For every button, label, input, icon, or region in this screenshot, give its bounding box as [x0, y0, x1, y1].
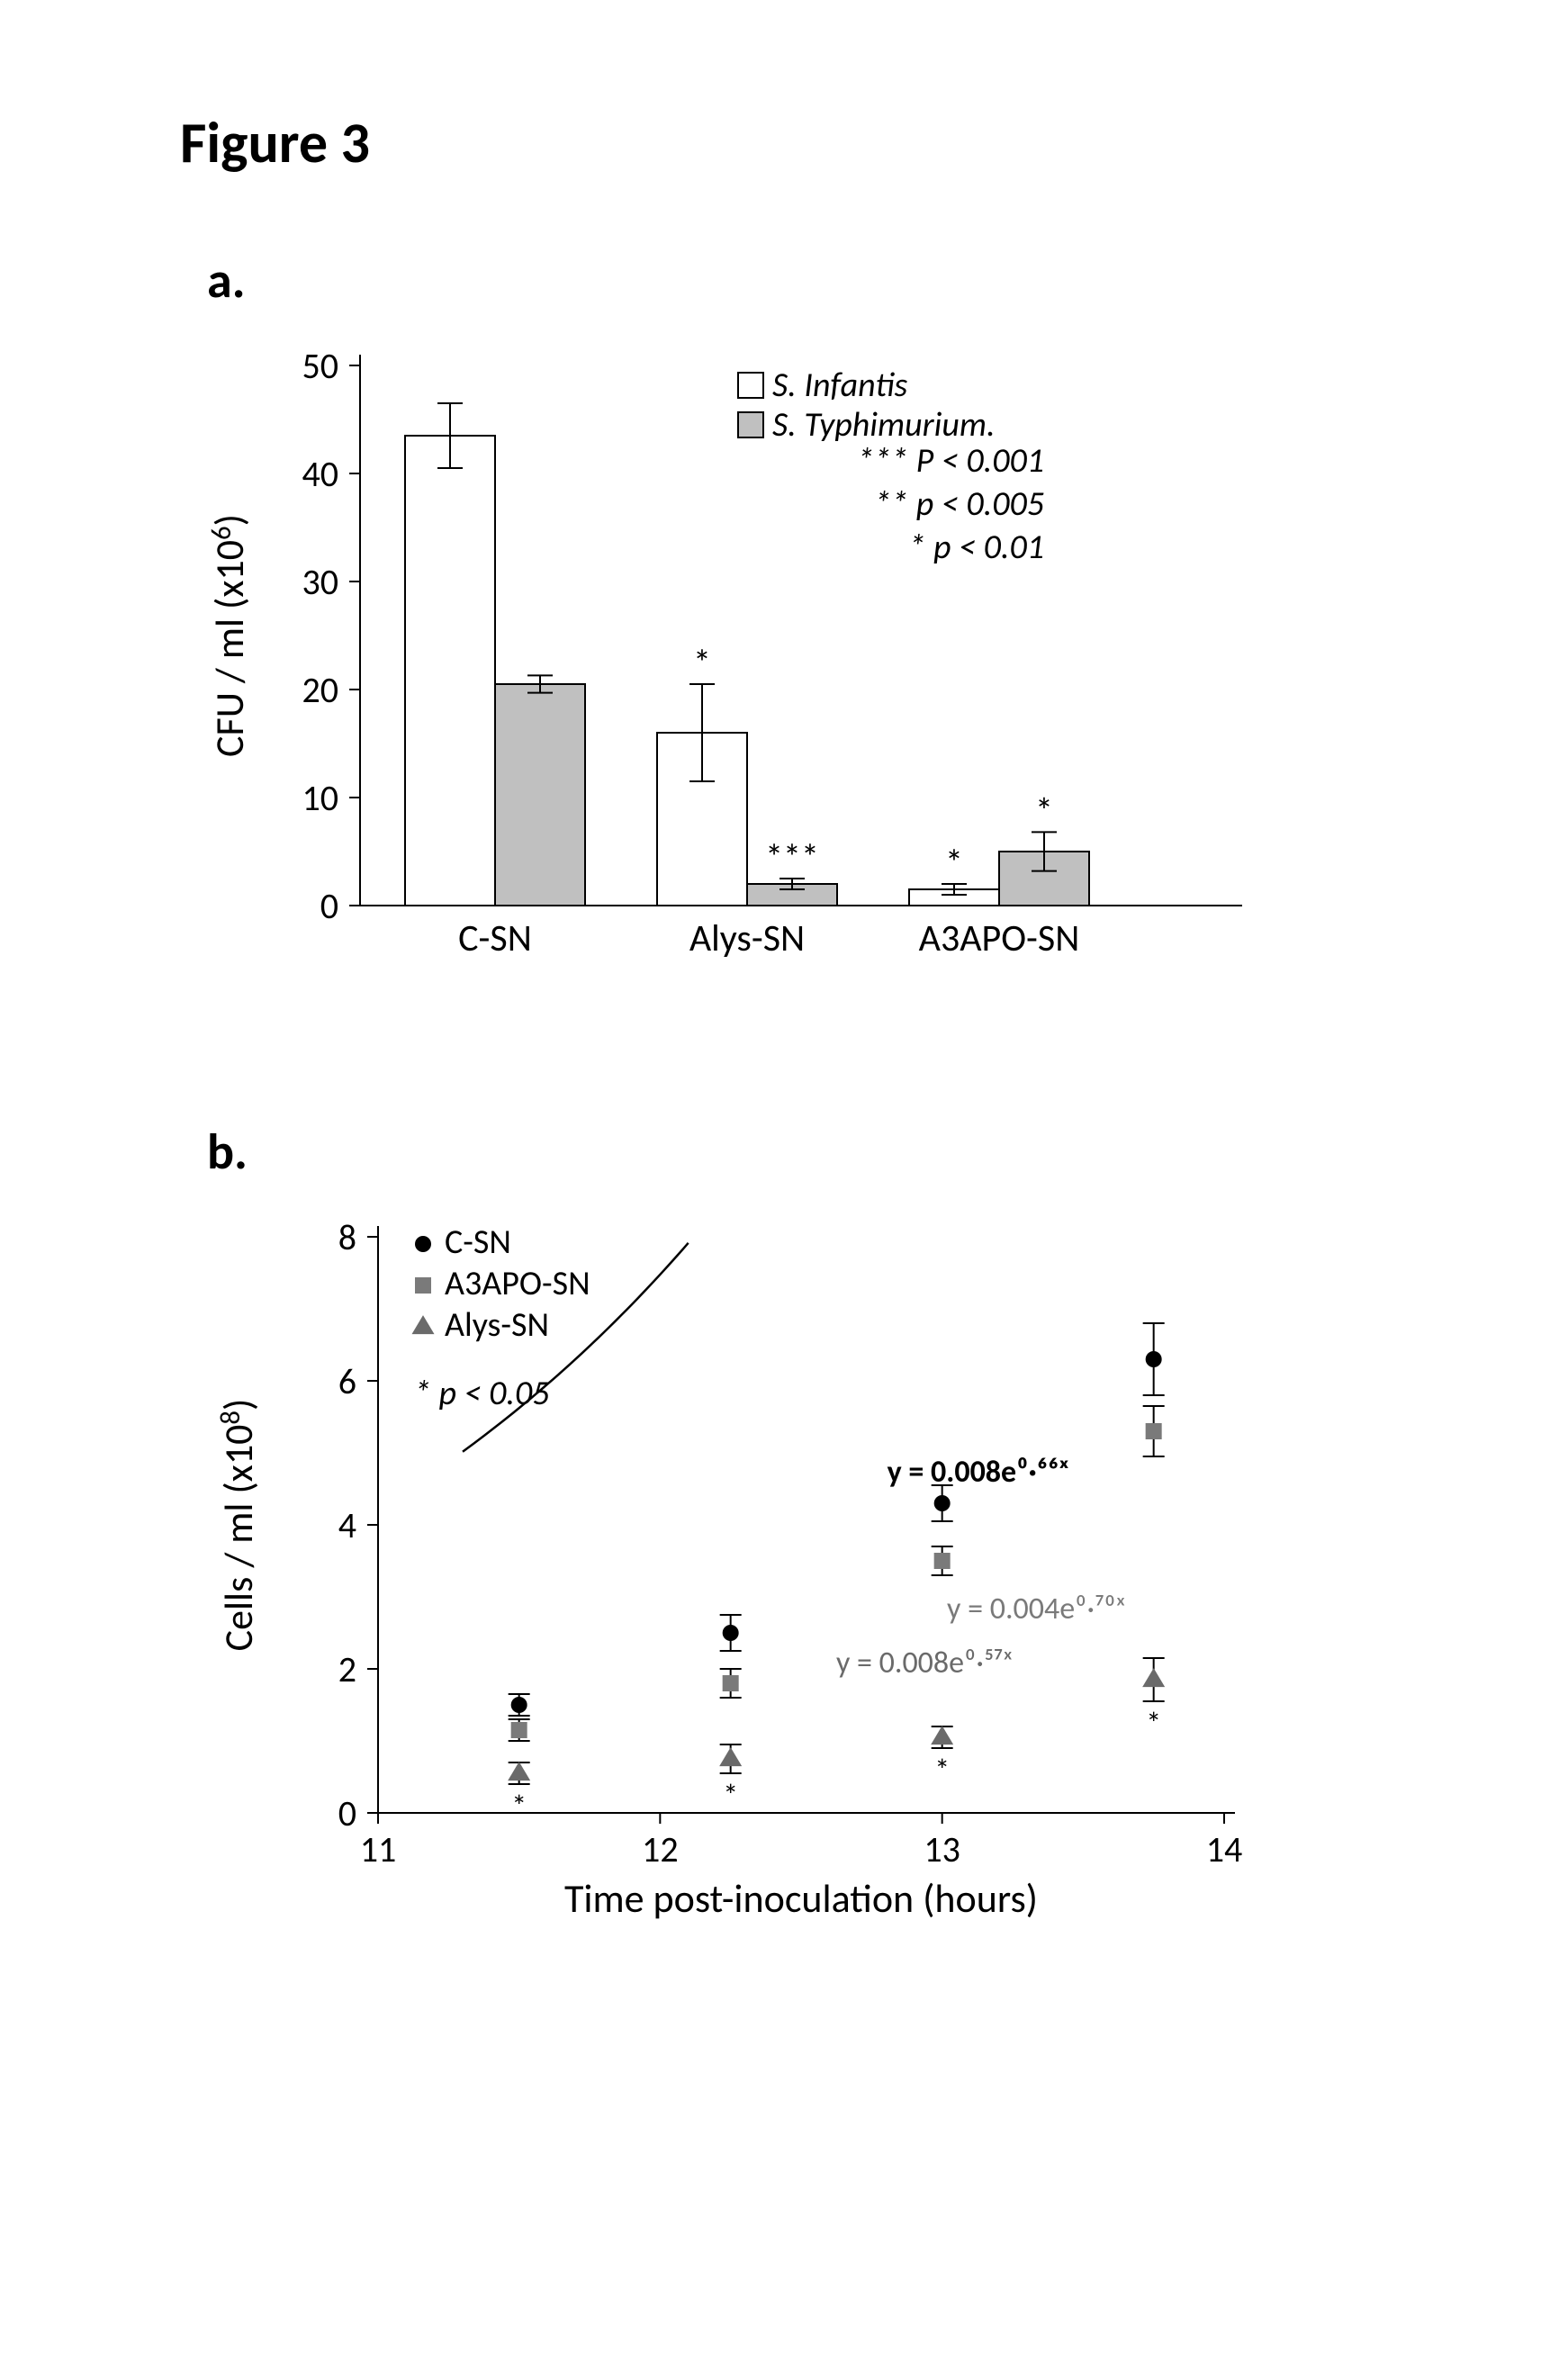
- svg-text:0: 0: [338, 1791, 356, 1835]
- svg-text:A3APO-SN: A3APO-SN: [919, 915, 1080, 961]
- bar-chart-svg: 01020304050CFU / ml (x106)C-SN****Alys-S…: [180, 329, 1260, 1032]
- svg-text:CFU / ml (x106): CFU / ml (x106): [205, 514, 254, 757]
- svg-text:8: 8: [338, 1215, 356, 1259]
- svg-text:y = 0.004e⁰·⁷⁰ˣ: y = 0.004e⁰·⁷⁰ˣ: [947, 1591, 1125, 1627]
- svg-text:Alys-SN: Alys-SN: [445, 1304, 549, 1346]
- svg-text:13: 13: [924, 1827, 960, 1871]
- svg-text:Alys-SN: Alys-SN: [689, 915, 805, 961]
- svg-text:***: ***: [765, 835, 819, 879]
- svg-text:*** P < 0.001: *** P < 0.001: [857, 440, 1044, 482]
- svg-text:S. Infantis: S. Infantis: [772, 365, 907, 406]
- svg-text:C-SN: C-SN: [458, 915, 532, 961]
- panel-b: b. 0 2 4 6 8 11 12 13 14 Cells / ml (x108) Time po…: [180, 1122, 1379, 1975]
- svg-text:A3APO-SN: A3APO-SN: [445, 1263, 590, 1304]
- svg-text:*: *: [1146, 1706, 1161, 1743]
- svg-text:y = 0.008e⁰·⁶⁶ˣ: y = 0.008e⁰·⁶⁶ˣ: [888, 1454, 1069, 1491]
- panel-a-label: a.: [207, 250, 1379, 311]
- panel-a: a. 01020304050CFU / ml (x106)C-SN****Aly…: [180, 250, 1379, 1032]
- svg-text:2: 2: [338, 1647, 356, 1691]
- svg-text:*: *: [723, 1778, 738, 1815]
- svg-text:** p < 0.005: ** p < 0.005: [874, 483, 1044, 525]
- svg-text:*: *: [1035, 789, 1053, 833]
- svg-text:30: 30: [302, 560, 338, 604]
- scatter-chart-svg: 0 2 4 6 8 11 12 13 14 Cells / ml (x108) Time post-…: [180, 1201, 1260, 1975]
- svg-text:*: *: [693, 641, 711, 685]
- svg-text:11: 11: [360, 1827, 397, 1871]
- svg-text:* p < 0.05: * p < 0.05: [414, 1373, 550, 1414]
- svg-text:*: *: [934, 1753, 950, 1790]
- svg-text:0: 0: [320, 884, 338, 928]
- figure-title: Figure 3: [180, 108, 1379, 178]
- svg-text:14: 14: [1206, 1827, 1243, 1871]
- svg-text:10: 10: [302, 776, 338, 820]
- svg-text:*: *: [945, 841, 963, 885]
- svg-text:20: 20: [302, 668, 338, 712]
- panel-b-label: b.: [207, 1122, 1379, 1183]
- svg-text:40: 40: [302, 452, 338, 496]
- svg-text:* p < 0.01: * p < 0.01: [908, 527, 1044, 568]
- svg-text:12: 12: [642, 1827, 679, 1871]
- svg-text:Cells / ml (x108): Cells / ml (x108): [214, 1399, 263, 1652]
- svg-text:4: 4: [338, 1503, 356, 1547]
- svg-text:y = 0.008e⁰·⁵⁷ˣ: y = 0.008e⁰·⁵⁷ˣ: [836, 1645, 1013, 1681]
- svg-text:*: *: [511, 1789, 527, 1826]
- svg-text:6: 6: [338, 1359, 356, 1403]
- svg-text:50: 50: [302, 344, 338, 388]
- svg-text:Time post-inoculation (hours): Time post-inoculation (hours): [564, 1874, 1038, 1923]
- svg-text:C-SN: C-SN: [445, 1222, 511, 1263]
